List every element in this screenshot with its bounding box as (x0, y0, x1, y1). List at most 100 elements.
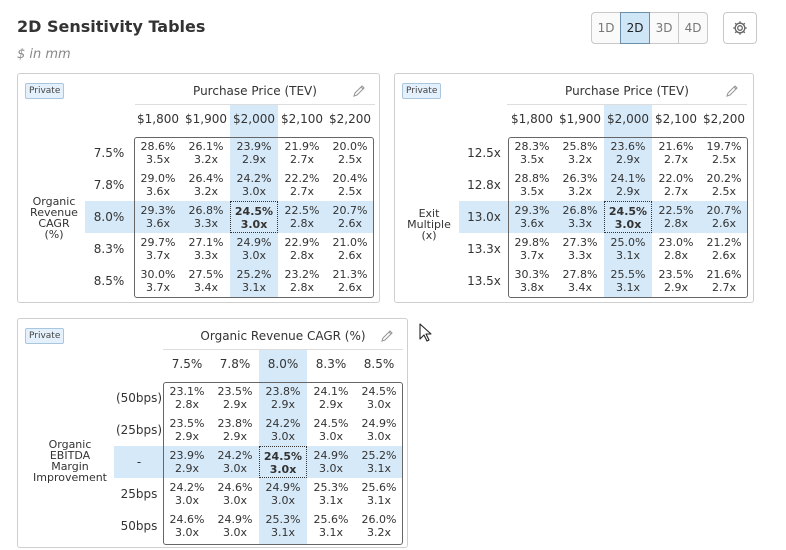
mode-3d-button[interactable]: 3D (649, 12, 679, 44)
table-cell: 23.2% 2.8x (278, 265, 326, 297)
irr-value: 24.9% (361, 417, 397, 430)
moic-value: 3.2x (193, 185, 218, 198)
table-cell: 23.9% 2.9x (163, 446, 211, 478)
irr-value: 24.9% (217, 513, 253, 526)
irr-value: 24.9% (265, 481, 301, 494)
table-cell: 24.9% 3.0x (211, 510, 259, 542)
irr-value: 24.9% (236, 236, 272, 249)
column-header: $1,900 (185, 112, 227, 126)
page-subtitle: $ in mm (17, 47, 71, 62)
moic-value: 2.7x (663, 153, 688, 166)
table-cell: 20.7% 2.6x (326, 201, 374, 233)
moic-value: 3.6x (519, 217, 544, 230)
table-cell: 29.0% 3.6x (134, 169, 182, 201)
moic-value: 3.0x (241, 249, 266, 262)
mode-2d-button[interactable]: 2D (620, 12, 650, 44)
irr-value: 26.3% (562, 172, 598, 185)
settings-button[interactable] (723, 12, 757, 44)
table-cell: 21.6% 2.7x (700, 265, 748, 297)
row-header: 13.0x (467, 210, 501, 224)
table-cell: 23.5% 2.9x (652, 265, 700, 297)
irr-value: 24.9% (313, 449, 349, 462)
table-cell: 21.6% 2.7x (652, 137, 700, 169)
moic-value: 3.0x (366, 398, 391, 411)
irr-value: 25.6% (361, 481, 397, 494)
column-header: 8.0% (267, 357, 299, 371)
table-cell: 20.4% 2.5x (326, 169, 374, 201)
irr-value: 28.8% (514, 172, 550, 185)
table-cell: 22.2% 2.7x (278, 169, 326, 201)
pencil-icon[interactable] (725, 84, 739, 98)
moic-value: 2.7x (711, 281, 736, 294)
moic-value: 2.6x (711, 249, 736, 262)
moic-value: 2.9x (222, 398, 247, 411)
table-cell: 22.9% 2.8x (278, 233, 326, 265)
irr-value: 28.3% (514, 140, 550, 153)
mode-4d-button[interactable]: 4D (678, 12, 708, 44)
irr-value: 27.1% (188, 236, 224, 249)
table-cell: 26.8% 3.3x (182, 201, 230, 233)
column-header: $1,900 (559, 112, 601, 126)
moic-value: 2.6x (711, 217, 736, 230)
irr-value: 21.6% (706, 268, 742, 281)
irr-value: 21.0% (332, 236, 368, 249)
moic-value: 3.2x (567, 185, 592, 198)
irr-value: 24.5% (313, 417, 349, 430)
table-cell: 21.2% 2.6x (700, 233, 748, 265)
mode-1d-button[interactable]: 1D (591, 12, 621, 44)
moic-value: 3.2x (366, 526, 391, 539)
irr-value: 24.2% (217, 449, 253, 462)
table-cell: 24.5% 3.0x (259, 446, 307, 478)
irr-value: 23.8% (217, 417, 253, 430)
column-header: $2,100 (281, 112, 323, 126)
table-cell: 30.3% 3.8x (508, 265, 556, 297)
moic-value: 3.7x (145, 249, 170, 262)
moic-value: 3.4x (567, 281, 592, 294)
moic-value: 3.4x (193, 281, 218, 294)
row-header: 8.5% (93, 274, 125, 288)
table-cell: 28.3% 3.5x (508, 137, 556, 169)
table-cell: 24.9% 3.0x (259, 478, 307, 510)
irr-value: 20.0% (332, 140, 368, 153)
table-cell: 27.5% 3.4x (182, 265, 230, 297)
row-header: 50bps (120, 519, 158, 533)
column-header: 8.5% (363, 357, 395, 371)
row-header: 12.8x (467, 178, 501, 192)
moic-value: 3.1x (615, 281, 640, 294)
table-cell: 26.0% 3.2x (355, 510, 403, 542)
pencil-icon[interactable] (380, 329, 394, 343)
table-cell: 21.3% 2.6x (326, 265, 374, 297)
table-cell: 20.2% 2.5x (700, 169, 748, 201)
gear-icon (733, 21, 747, 35)
row-header: 7.8% (93, 178, 125, 192)
moic-value: 3.5x (145, 153, 170, 166)
table-cell: 25.2% 3.1x (355, 446, 403, 478)
sensitivity-table-2: Private Purchase Price (TEV) Exit Multipl… (394, 73, 754, 303)
irr-value: 25.2% (236, 268, 272, 281)
moic-value: 3.0x (614, 218, 642, 231)
irr-value: 28.6% (140, 140, 176, 153)
table-cell: 23.8% 2.9x (211, 414, 259, 446)
pencil-icon[interactable] (352, 84, 366, 98)
irr-value: 20.7% (332, 204, 368, 217)
table-cell: 29.3% 3.6x (508, 201, 556, 233)
column-header: 8.3% (315, 357, 347, 371)
moic-value: 3.1x (366, 462, 391, 475)
table-cell: 24.9% 3.0x (307, 446, 355, 478)
irr-value: 27.3% (562, 236, 598, 249)
table-cell: 23.8% 2.9x (259, 382, 307, 414)
moic-value: 3.0x (222, 526, 247, 539)
irr-value: 27.5% (188, 268, 224, 281)
irr-value: 24.5% (263, 450, 303, 463)
moic-value: 2.9x (270, 398, 295, 411)
table-cell: 26.3% 3.2x (556, 169, 604, 201)
values-grid (134, 137, 374, 298)
irr-value: 23.1% (169, 385, 205, 398)
moic-value: 2.7x (663, 185, 688, 198)
moic-value: 3.1x (318, 526, 343, 539)
table-cell: 25.3% 3.1x (259, 510, 307, 542)
row-header: 25bps (120, 487, 158, 501)
irr-value: 26.8% (188, 204, 224, 217)
table-cell: 25.8% 3.2x (556, 137, 604, 169)
irr-value: 25.8% (562, 140, 598, 153)
